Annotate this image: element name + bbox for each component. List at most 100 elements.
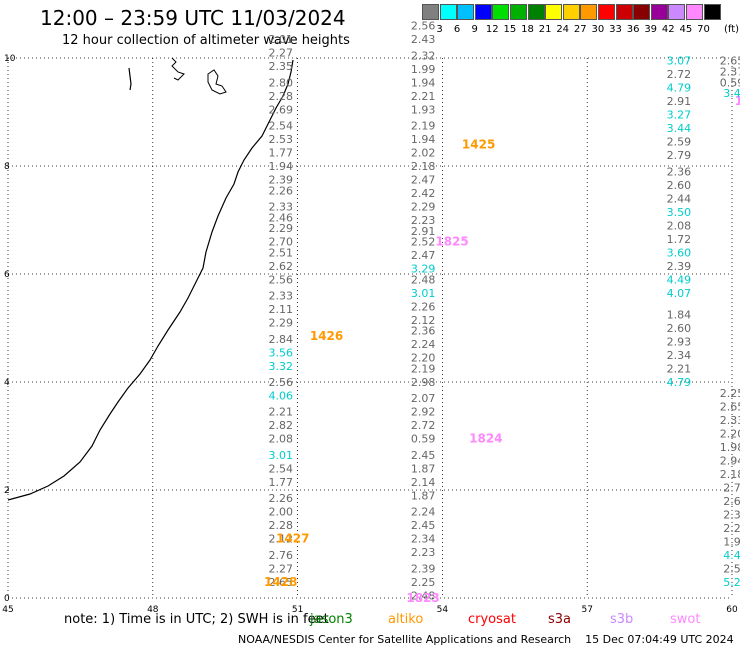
- wave-height-value: 2.6: [723, 495, 740, 508]
- wave-height-value: 2.43: [411, 33, 436, 46]
- wave-height-value: 2.91: [667, 95, 692, 108]
- color-scale-swatch: [492, 4, 510, 20]
- wave-height-value: 2.93: [667, 336, 692, 349]
- wave-height-value: 2.60: [667, 179, 692, 192]
- island: [207, 69, 227, 95]
- wave-height-value: 2.60: [667, 322, 692, 335]
- color-scale-label: 45: [679, 24, 693, 35]
- wave-height-value: 3.56: [268, 346, 293, 359]
- pass-time-label: 1825: [435, 235, 468, 249]
- wave-height-value: 2.42: [411, 187, 436, 200]
- wave-height-value: 3.07: [667, 55, 692, 68]
- wave-height-value: 2.28: [268, 519, 293, 532]
- wave-height-value: 2.21: [268, 406, 293, 419]
- wave-height-readings: 2.652.272.762.122.282.002.261.772.543.01…: [264, 20, 740, 605]
- page-title: 12:00 – 23:59 UTC 11/03/2024: [40, 6, 346, 30]
- wave-height-value: 2.33: [268, 201, 293, 214]
- islands: [128, 57, 227, 95]
- wave-height-value: 2.21: [667, 363, 692, 376]
- y-tick-label: 4: [4, 378, 10, 388]
- color-scale-swatch: [439, 4, 457, 20]
- wave-height-value: 2.53: [268, 133, 293, 146]
- wave-height-value: 2.39: [411, 562, 436, 575]
- wave-height-value: 3.01: [268, 449, 293, 462]
- color-scale-swatch: [615, 4, 633, 20]
- wave-height-value: 1.77: [268, 476, 293, 489]
- wave-height-value: 1.94: [411, 133, 436, 146]
- wave-height-value: 2.54: [268, 120, 293, 133]
- wave-height-value: 2.07: [411, 392, 436, 405]
- x-tick-label: 57: [581, 605, 592, 615]
- wave-height-value: 2.47: [411, 249, 436, 262]
- wave-height-value: 2.56: [268, 376, 293, 389]
- wave-height-value: 2.25: [720, 387, 740, 400]
- wave-height-value: 2.19: [411, 120, 436, 133]
- pass-time-label: 1230: [735, 94, 740, 108]
- color-scale-swatch: [545, 4, 563, 20]
- wave-height-value: 2.21: [411, 90, 436, 103]
- wave-height-value: 2.98: [411, 376, 436, 389]
- wave-height-value: 4.07: [667, 287, 692, 300]
- x-tick-label: 60: [726, 605, 738, 615]
- wave-height-value: 2.65: [720, 400, 740, 413]
- color-scale-label: 21: [538, 24, 552, 35]
- wave-height-value: 1.9: [723, 535, 740, 548]
- wave-height-value: 2.20: [720, 427, 740, 440]
- wave-height-value: 2.18: [720, 468, 740, 481]
- wave-height-value: 2.70: [268, 236, 293, 249]
- wave-height-value: 2.92: [411, 406, 436, 419]
- x-tick-label: 45: [2, 605, 13, 615]
- wave-height-value: 2.62: [268, 260, 293, 273]
- wave-height-value: 1.98: [720, 441, 740, 454]
- wave-height-value: 2.72: [667, 68, 692, 81]
- wave-height-value: 2.11: [268, 303, 293, 316]
- wave-height-value: 2.29: [268, 317, 293, 330]
- y-tick-label: 8: [4, 162, 10, 172]
- wave-height-value: 2.39: [268, 174, 293, 187]
- wave-height-value: 2.12: [268, 533, 293, 546]
- coastline: [7, 59, 294, 501]
- wave-height-value: 2.39: [667, 260, 692, 273]
- color-scale-label: 3: [436, 24, 443, 35]
- wave-height-value: 1.99: [411, 63, 436, 76]
- wave-height-value: 3.4: [723, 87, 740, 100]
- wave-height-value: 2.34: [667, 349, 692, 362]
- wave-height-value: 2.84: [268, 333, 293, 346]
- wave-height-value: 3.32: [268, 360, 293, 373]
- wave-height-value: 2.59: [667, 136, 692, 149]
- wave-height-value: 2.02: [411, 147, 436, 160]
- wave-height-value: 1.84: [667, 309, 692, 322]
- x-tick-label: 51: [292, 605, 303, 615]
- wave-height-value: 2.56: [411, 20, 436, 33]
- wave-height-value: 4.79: [667, 82, 692, 95]
- color-scale-swatch: [650, 4, 668, 20]
- wave-height-value: 2.72: [411, 419, 436, 432]
- wave-height-value: 2.45: [411, 449, 436, 462]
- wave-height-value: 2.52: [411, 236, 436, 249]
- wave-height-value: 0.59: [411, 433, 436, 446]
- wave-height-value: 3.29: [411, 263, 436, 276]
- wave-height-value: 2.33: [720, 414, 740, 427]
- y-tick-label: 6: [4, 270, 10, 280]
- wave-height-value: 2.26: [411, 300, 436, 313]
- wave-height-value: 3.50: [667, 206, 692, 219]
- wave-height-value: 3.01: [411, 287, 436, 300]
- color-scale-label: 33: [609, 24, 622, 35]
- island: [128, 67, 132, 91]
- wave-height-value: 5.2: [723, 576, 740, 589]
- color-scale-label: 24: [556, 24, 570, 35]
- map-axes: 45 48 51 54 57 60 0 2 4 6 8 10: [2, 54, 738, 615]
- wave-height-value: 3.27: [667, 109, 692, 122]
- y-tick-label: 10: [4, 54, 16, 64]
- legend-item-altiko: altiko: [388, 612, 424, 627]
- color-scale-label: 12: [485, 24, 499, 35]
- wave-height-value: 2.35: [268, 60, 293, 73]
- wave-height-value: 2.5: [723, 562, 740, 575]
- color-scale-swatch: [527, 4, 545, 20]
- color-scale-swatch: [474, 4, 492, 20]
- wave-height-value: 4.06: [268, 390, 293, 403]
- island: [171, 57, 185, 81]
- color-scale-swatch: [422, 4, 439, 20]
- wave-height-value: 2.25: [411, 576, 436, 589]
